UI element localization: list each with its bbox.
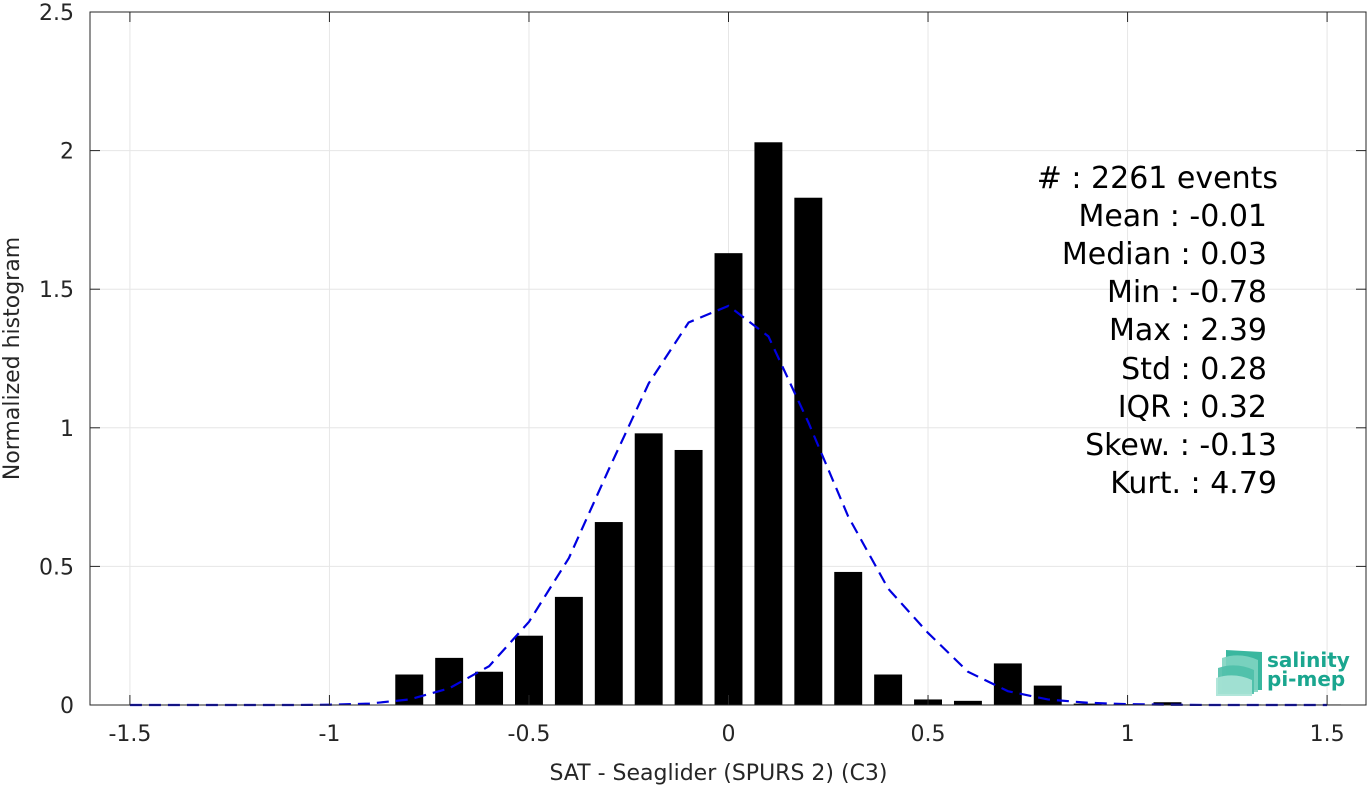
histogram-bar: [594, 522, 623, 705]
stat-iqr: IQR : 0.32: [1118, 390, 1267, 425]
histogram-bar: [714, 253, 743, 705]
y-axis-label: Normalized histogram: [0, 237, 25, 480]
histogram-bars: [395, 142, 1342, 705]
histogram-bar: [953, 700, 982, 705]
y-tick-label: 1.5: [39, 278, 74, 303]
histogram-bar: [1153, 702, 1182, 705]
stat-max: Max : 2.39: [1109, 313, 1267, 348]
stat-min: Min : -0.78: [1107, 275, 1267, 310]
x-tick-label: 0.5: [911, 722, 946, 747]
y-tick-label: 1: [60, 417, 74, 442]
salinity-pi-mep-logo: salinity pi-mep: [1216, 648, 1350, 696]
y-axis-ticks: 0 0.5 1 1.5 2 2.5: [39, 1, 1366, 719]
x-tick-label: -1: [318, 722, 340, 747]
histogram-bar: [794, 197, 823, 705]
stat-count: # : 2261 events: [1037, 161, 1278, 196]
histogram-bar: [754, 142, 783, 705]
x-tick-label: 1.5: [1310, 722, 1345, 747]
logo-text-line1: salinity: [1267, 648, 1350, 672]
x-tick-label: -1.5: [108, 722, 151, 747]
histogram-bar: [554, 596, 583, 705]
histogram-bar: [1033, 685, 1062, 705]
x-axis-label: SAT - Seaglider (SPURS 2) (C3): [549, 761, 887, 786]
stat-kurtosis: Kurt. : 4.79: [1110, 466, 1277, 501]
histogram-bar: [435, 657, 464, 705]
histogram-bar: [874, 674, 903, 705]
y-tick-label: 2: [60, 140, 74, 165]
histogram-bar: [634, 433, 663, 705]
y-tick-label: 2.5: [39, 1, 74, 26]
histogram-bar: [834, 571, 863, 705]
wave-logo-icon: [1216, 650, 1262, 696]
logo-text-line2: pi-mep: [1267, 667, 1345, 691]
y-tick-label: 0: [60, 694, 74, 719]
histogram-bar: [993, 663, 1022, 705]
histogram-bar: [475, 671, 504, 705]
histogram-bar: [515, 635, 543, 705]
histogram-bar: [674, 449, 703, 705]
y-tick-label: 0.5: [39, 555, 74, 580]
stat-std: Std : 0.28: [1121, 352, 1267, 387]
histogram-bar: [1073, 703, 1102, 705]
stat-mean: Mean : -0.01: [1078, 199, 1267, 234]
x-tick-label: 1: [1121, 722, 1135, 747]
statistics-annotation: # : 2261 events Mean : -0.01 Median : 0.…: [1037, 161, 1278, 501]
x-tick-label: 0: [722, 722, 736, 747]
stat-skewness: Skew. : -0.13: [1085, 428, 1277, 463]
x-tick-label: -0.5: [508, 722, 551, 747]
stat-median: Median : 0.03: [1062, 237, 1267, 272]
x-axis-ticks: -1.5 -1 -0.5 0 0.5 1 1.5: [108, 12, 1345, 747]
